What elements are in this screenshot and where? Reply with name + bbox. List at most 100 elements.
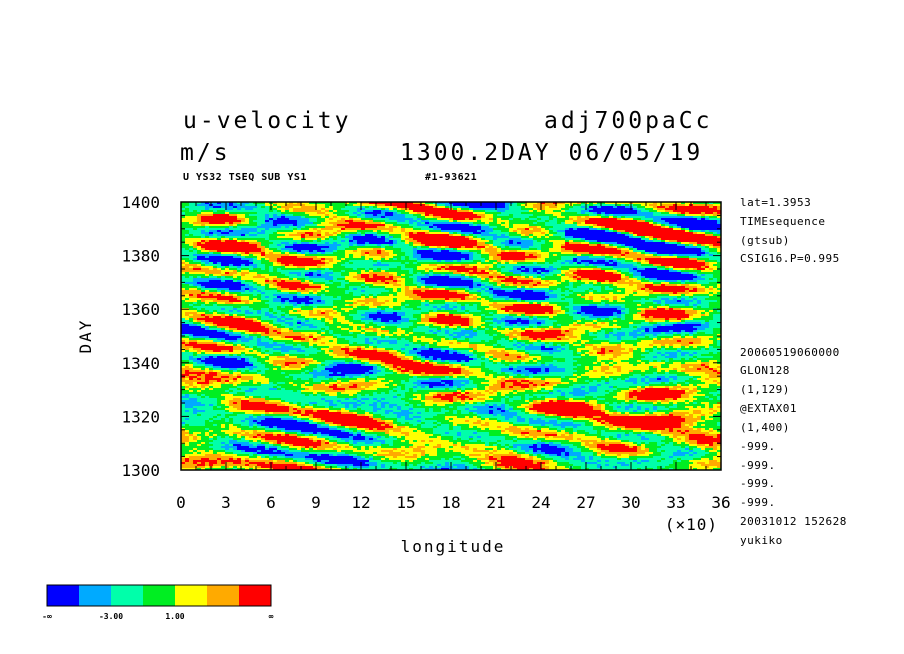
heatmap-cell	[701, 214, 706, 217]
heatmap-cell	[429, 246, 438, 249]
heatmap-cell	[441, 306, 450, 309]
heatmap-cell	[509, 220, 538, 223]
heatmap-cell	[325, 252, 334, 255]
heatmap-cell	[641, 348, 646, 351]
heatmap-cell	[405, 254, 414, 257]
heatmap-cell	[317, 252, 322, 255]
heatmap-cell	[233, 252, 238, 255]
heatmap-cell	[277, 330, 282, 333]
heatmap-cell	[397, 320, 410, 323]
heatmap-cell	[405, 368, 462, 371]
heatmap-cell	[281, 250, 290, 253]
heatmap-cell	[557, 230, 566, 233]
heatmap-cell	[409, 288, 414, 291]
heatmap-cell	[669, 370, 678, 373]
heatmap-cell	[341, 312, 358, 315]
heatmap-cell	[665, 320, 670, 323]
heatmap-cell	[453, 328, 458, 331]
heatmap-cell	[609, 366, 614, 369]
heatmap-cell	[181, 236, 202, 239]
heatmap-cell	[565, 296, 582, 299]
heatmap-cell	[577, 278, 582, 281]
heatmap-cell	[609, 378, 614, 381]
heatmap-cell	[705, 262, 710, 265]
heatmap-cell	[497, 302, 530, 305]
heatmap-cell	[225, 222, 230, 225]
heatmap-cell	[561, 214, 590, 217]
heatmap-cell	[593, 338, 618, 341]
heatmap-cell	[265, 266, 270, 269]
heatmap-cell	[537, 322, 542, 325]
heatmap-cell	[181, 248, 186, 251]
heatmap-cell	[225, 280, 234, 283]
heatmap-cell	[333, 232, 338, 235]
heatmap-cell	[557, 324, 562, 327]
heatmap-cell	[241, 340, 250, 343]
heatmap-cell	[577, 370, 590, 373]
heatmap-cell	[705, 260, 718, 263]
heatmap-cell	[545, 260, 558, 263]
heatmap-cell	[393, 320, 398, 323]
heatmap-cell	[585, 202, 590, 205]
heatmap-cell	[485, 298, 494, 301]
heatmap-cell	[257, 310, 262, 313]
heatmap-cell	[497, 328, 506, 331]
heatmap-cell	[181, 252, 198, 255]
heatmap-cell	[317, 366, 326, 369]
heatmap-cell	[349, 260, 374, 263]
heatmap-cell	[609, 324, 614, 327]
heatmap-cell	[209, 336, 242, 339]
heatmap-cell	[701, 300, 718, 303]
heatmap-cell	[349, 292, 354, 295]
heatmap-cell	[389, 300, 394, 303]
heatmap-cell	[545, 242, 554, 245]
heatmap-cell	[565, 336, 570, 339]
heatmap-cell	[701, 212, 706, 215]
heatmap-cell	[217, 262, 222, 265]
heatmap-cell	[661, 282, 670, 285]
heatmap-cell	[293, 306, 302, 309]
heatmap-cell	[197, 276, 202, 279]
heatmap-cell	[657, 338, 662, 341]
heatmap-cell	[421, 296, 466, 299]
heatmap-cell	[497, 284, 502, 287]
heatmap-cell	[389, 208, 394, 211]
heatmap-cell	[293, 202, 298, 205]
heatmap-cell	[505, 262, 510, 265]
heatmap-cell	[685, 310, 698, 313]
heatmap-cell	[697, 242, 722, 245]
heatmap-cell	[437, 248, 442, 251]
heatmap-cell	[269, 238, 294, 241]
heatmap-cell	[305, 278, 326, 281]
heatmap-cell	[301, 324, 314, 327]
heatmap-cell	[533, 228, 542, 231]
heatmap-cell	[265, 336, 270, 339]
heatmap-cell	[573, 218, 578, 221]
heatmap-cell	[533, 358, 538, 361]
heatmap-cell	[377, 342, 382, 345]
heatmap-cell	[193, 322, 202, 325]
heatmap-cell	[361, 290, 366, 293]
heatmap-cell	[333, 216, 338, 219]
heatmap-cell	[541, 278, 562, 281]
heatmap-cell	[561, 348, 566, 351]
heatmap-cell	[557, 288, 562, 291]
heatmap-cell	[185, 288, 190, 291]
heatmap-cell	[589, 214, 598, 217]
heatmap-cell	[309, 338, 314, 341]
heatmap-cell	[353, 218, 362, 221]
heatmap-cell	[337, 326, 342, 329]
heatmap-cell	[237, 280, 242, 283]
heatmap-cell	[433, 330, 438, 333]
heatmap-cell	[553, 214, 562, 217]
heatmap-cell	[393, 244, 410, 247]
heatmap-cell	[657, 224, 662, 227]
heatmap-cell	[521, 266, 526, 269]
heatmap-cell	[573, 276, 578, 279]
heatmap-cell	[265, 264, 274, 267]
heatmap-cell	[617, 270, 622, 273]
heatmap-cell	[413, 262, 418, 265]
heatmap-cell	[625, 260, 634, 263]
heatmap-cell	[361, 256, 366, 259]
heatmap-cell	[469, 206, 506, 209]
